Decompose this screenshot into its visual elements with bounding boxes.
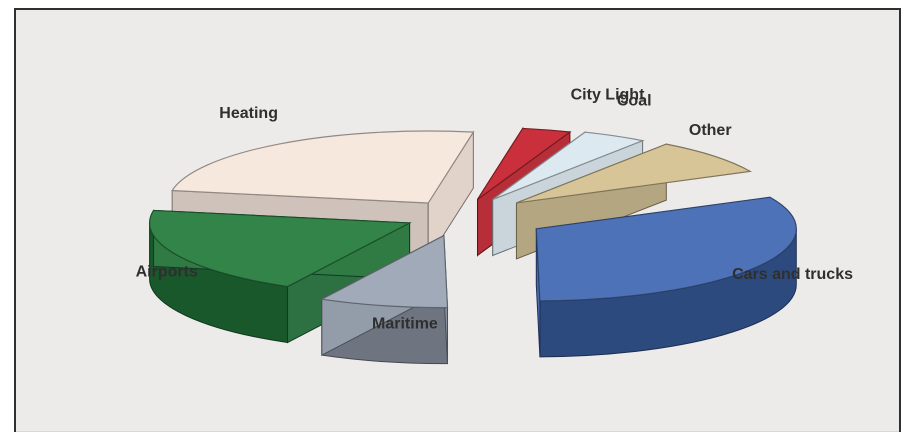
pie-label-other: Other bbox=[689, 122, 732, 139]
pie-label-airports: Airports bbox=[136, 264, 198, 281]
pie-slice-cars-and-trucks bbox=[535, 196, 797, 358]
pie-slice-top-highlight-coal bbox=[492, 132, 643, 200]
pie-slice-top-highlight-heating bbox=[172, 131, 474, 204]
pie-slice-top-maritime bbox=[319, 234, 449, 309]
chart-frame: Cars and trucks Maritime Airports Heating Ci… bbox=[14, 8, 901, 432]
pie-slice-top-airports bbox=[149, 209, 412, 288]
pie-slice-top-highlight-city-light bbox=[477, 128, 570, 200]
pie-slice-top-other bbox=[516, 143, 752, 204]
pie-slice-top-highlight-maritime bbox=[321, 235, 448, 308]
pie-chart: Cars and trucks Maritime Airports Heating Ci… bbox=[136, 86, 853, 365]
pie-slice-top-coal bbox=[492, 131, 645, 201]
pie-label-coal: Coal bbox=[617, 93, 652, 110]
pie-slice-airports bbox=[149, 209, 412, 344]
pie-slice-top-cars-and-trucks bbox=[535, 196, 797, 302]
pie-slice-top-city-light bbox=[477, 127, 572, 200]
pie-slice-top-highlight-airports bbox=[149, 210, 410, 287]
pie-labels-layer: Cars and trucks Maritime Airports Heating Ci… bbox=[136, 86, 853, 332]
pie-label-city-light: City Light bbox=[571, 86, 645, 103]
pie-slice-maritime bbox=[319, 234, 449, 365]
pie-label-maritime: Maritime bbox=[372, 316, 438, 333]
pie-slice-top-heating bbox=[171, 130, 475, 204]
pie-slices-layer bbox=[149, 126, 797, 365]
pie-label-heating: Heating bbox=[219, 105, 278, 122]
pie-label-cars-and-trucks: Cars and trucks bbox=[732, 266, 853, 283]
pie-slice-top-highlight-cars-and-trucks bbox=[536, 197, 797, 301]
pie-slice-top-highlight-other bbox=[516, 144, 751, 203]
